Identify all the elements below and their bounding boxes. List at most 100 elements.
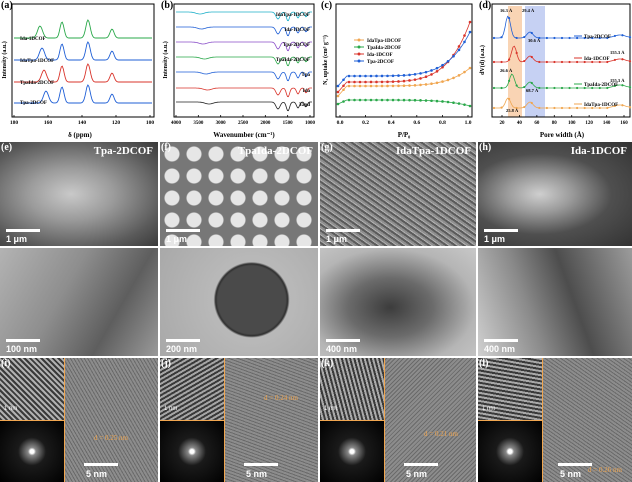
hrtem-j-label: (j) (161, 358, 171, 369)
pore-point (568, 36, 571, 40)
isotherm-point (441, 100, 444, 103)
pore-point (606, 36, 609, 40)
isotherm-point (435, 99, 439, 103)
a-xlabel: δ (ppm) (68, 131, 92, 139)
pore-point (606, 106, 609, 110)
hrtem-l-scale: 5 nm (560, 469, 582, 479)
ftir-series-line (176, 56, 312, 67)
pore-annotation: 25.8 Å (506, 108, 519, 113)
isotherm-point (397, 84, 400, 88)
isotherm-point (336, 102, 340, 106)
pore-point (538, 60, 541, 64)
pore-point (523, 105, 526, 109)
b-ticklabel: 2500 (238, 121, 249, 126)
tem-h-scale: 400 nm (484, 344, 516, 354)
scale-bar (326, 229, 360, 232)
d-ticklabel: 80 (552, 121, 558, 126)
scale-bar (166, 229, 200, 232)
isotherm-point (369, 98, 373, 102)
pore-legend-label: TpaIda-2DCOF (584, 83, 618, 88)
isotherm-point (336, 90, 340, 94)
pore-point (606, 60, 609, 64)
b-xlabel: Wavenumber (cm⁻¹) (213, 131, 275, 139)
scale-bar (6, 339, 40, 342)
isotherm-point (452, 54, 455, 58)
d-ticklabel: 20 (500, 121, 506, 126)
pore-point (606, 86, 609, 90)
panel-b-label: (b) (161, 0, 174, 11)
isotherm-point (463, 34, 466, 37)
a-ticklabel: 120 (112, 120, 121, 126)
pore-point (628, 106, 632, 109)
isotherm-point (386, 98, 389, 102)
a-ylabel: Intensity (a.u.) (1, 41, 8, 79)
pore-point (621, 58, 624, 61)
isotherm-point (413, 72, 417, 76)
panel-d-pore-plot: (d) Tpa-2DCOF Ida-1DCOF TpaIda-2DCOF IdaTpa… (478, 0, 632, 140)
sem-f-title: TpaIda-2DCOF (237, 145, 313, 157)
isotherm-point (386, 74, 389, 78)
nmr-series-line (14, 19, 152, 39)
hrtem-k-inset-scale: 1 nm (324, 406, 338, 412)
isotherm-point (408, 73, 411, 77)
isotherm-point (375, 80, 378, 84)
pore-point (545, 60, 548, 64)
panel-a-label: (a) (1, 0, 13, 11)
pore-point (598, 60, 601, 64)
lattice-inset (0, 358, 65, 421)
isotherm-legend-label: TpaIda-2DCOF (367, 46, 401, 51)
tem-f-scale: 200 nm (166, 344, 198, 354)
isotherm-point (358, 98, 362, 102)
isotherm-point (364, 80, 367, 84)
b-ylabel: Intensity (a.u.) (162, 41, 169, 79)
hrtem-main-image (385, 358, 476, 482)
pore-point (515, 51, 518, 55)
c-ticklabel: 1.0 (465, 120, 472, 126)
ftir-series-line (176, 11, 312, 22)
fft-inset (478, 421, 543, 482)
scale-bar (558, 463, 592, 466)
scale-bar (484, 229, 518, 232)
pore-point (621, 34, 624, 37)
pore-point (538, 86, 541, 90)
pore-point (628, 86, 632, 89)
pore-point (515, 36, 518, 40)
c-ticklabel: 0.4 (388, 120, 395, 126)
isotherm-point (369, 84, 373, 88)
sem-h: (h) Ida-1DCOF 1 μm (478, 142, 632, 246)
isotherm-point (457, 102, 461, 105)
isotherm-point (336, 94, 340, 98)
sem-e-label: (e) (1, 142, 13, 153)
pore-point (500, 36, 503, 39)
tem-e-scale: 100 nm (6, 344, 38, 354)
isotherm-point (419, 72, 422, 75)
sem-g-scale: 1 μm (326, 234, 348, 244)
hrtem-k: (k) 1 nm d = 0.21 nm 5 nm (320, 358, 476, 482)
isotherm-point (430, 99, 433, 103)
isotherm-point (468, 104, 472, 108)
isotherm-point (342, 88, 345, 92)
ftir-series-label: TpaIda-2DCOF (276, 58, 310, 63)
nmr-series-line (14, 84, 152, 104)
tem-g: 400 nm (320, 248, 476, 356)
isotherm-point (468, 66, 472, 70)
sem-h-scale: 1 μm (484, 234, 506, 244)
hrtem-i: (i) 1 nm d = 0.25 nm 5 nm (0, 358, 158, 482)
sem-h-title: Ida-1DCOF (570, 145, 627, 157)
ftir-series-label: Ida (303, 89, 311, 94)
pore-point (613, 84, 616, 88)
a-series-ida1d: Ida-1DCOF (20, 37, 46, 42)
ftir-series-line (176, 41, 312, 52)
isotherm-point (408, 98, 411, 102)
nmr-series-line (14, 63, 152, 83)
hrtem-k-label: (k) (321, 358, 334, 369)
a-ticklabel: 140 (78, 120, 87, 126)
isotherm-point (424, 99, 428, 102)
hrtem-l-label: (l) (479, 358, 489, 369)
pore-point (553, 86, 556, 90)
panel-a-nmr-plot: (a) Ida-1DCOF IdaTpa-1DCOF TpaIda-2DCOF … (0, 0, 158, 140)
a-series-tpa2d: Tpa-2DCOF (20, 101, 47, 106)
isotherm-point (391, 80, 395, 83)
isotherm-point (441, 63, 444, 67)
isotherm-point (408, 79, 411, 82)
